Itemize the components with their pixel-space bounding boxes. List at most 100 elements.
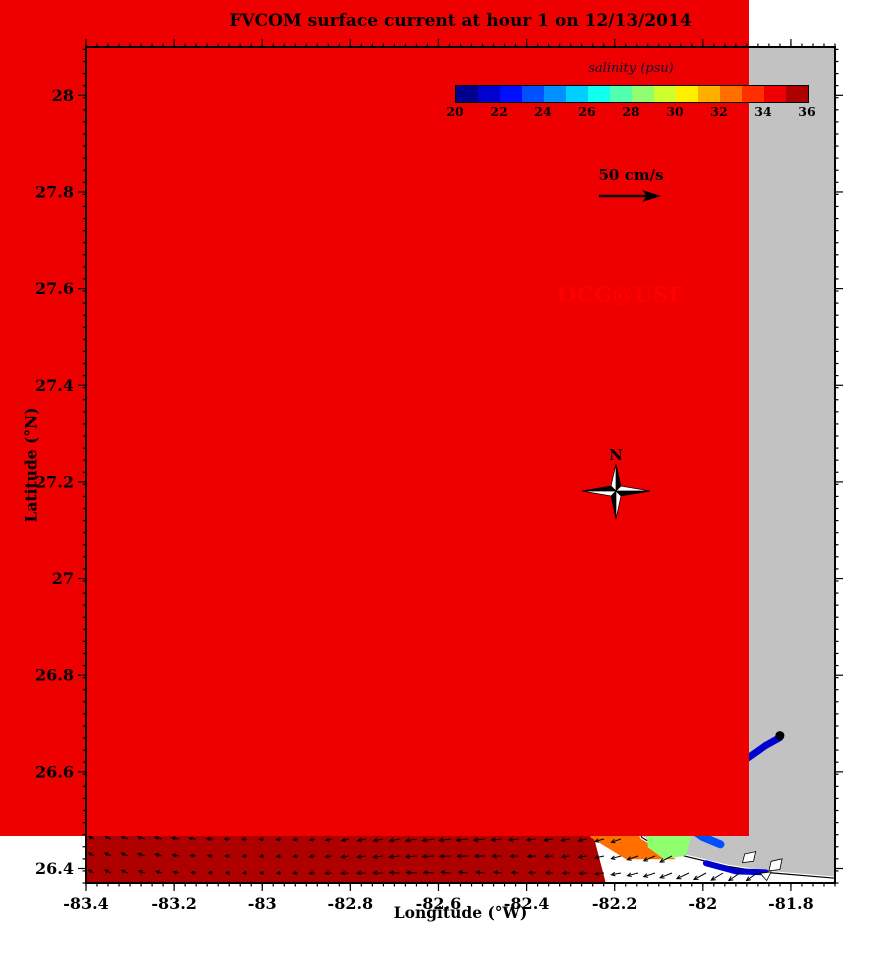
colorbar-tick-label: 32 <box>710 104 728 119</box>
y-axis-label: Latitude (°N) <box>21 407 41 523</box>
colorbar-tick-label: 20 <box>446 104 464 119</box>
current-vector-arrow <box>472 837 486 843</box>
current-vector-arrow <box>421 854 435 859</box>
x-tick-label: -82.4 <box>504 894 550 913</box>
current-vector-arrow <box>188 836 197 841</box>
current-vector-arrow <box>103 852 112 857</box>
current-vector-arrow <box>136 835 146 840</box>
current-vector-arrow <box>527 870 537 875</box>
current-vector-arrow <box>120 835 129 840</box>
colorbar-tick-label: 26 <box>578 104 596 119</box>
colorbar-tick-label: 28 <box>622 104 640 119</box>
current-vector-arrow <box>356 837 367 843</box>
current-vector-arrow <box>659 855 673 863</box>
colorbar-segment <box>456 86 478 102</box>
y-tick-label: 26.6 <box>35 762 74 781</box>
current-vector-arrow <box>610 855 622 860</box>
current-vector-arrow <box>340 854 350 859</box>
current-vector-arrow <box>710 872 724 881</box>
colorbar-tick-label: 30 <box>666 104 684 119</box>
current-vector-arrow <box>240 837 248 842</box>
current-vector-arrow <box>153 835 163 840</box>
current-vector-arrow <box>440 870 452 875</box>
barrier-islet-3 <box>759 871 772 882</box>
current-vector-arrow <box>103 835 112 840</box>
current-vector-arrow <box>324 854 333 859</box>
current-vector-arrow <box>404 837 418 843</box>
current-vector-arrow <box>275 871 282 875</box>
current-vector-arrow <box>405 870 418 875</box>
current-vector-arrow <box>88 835 95 840</box>
current-vector-arrow <box>421 837 435 843</box>
current-vector-arrow <box>544 870 554 876</box>
current-vector-arrow <box>340 870 350 876</box>
current-vector-arrow <box>491 853 503 859</box>
current-vector-arrow <box>745 872 758 882</box>
current-vector-arrow <box>593 838 605 843</box>
current-vector-arrow <box>692 872 707 881</box>
current-vector-arrow <box>172 870 180 875</box>
compass-north-label: N <box>609 446 623 464</box>
colorbar-tick-label: 36 <box>798 104 816 119</box>
current-vector-arrow <box>206 853 214 858</box>
chart-title: FVCOM surface current at hour 1 on 12/13… <box>229 11 692 31</box>
current-vector-arrow <box>475 870 486 875</box>
colorbar-segment <box>566 86 588 102</box>
current-vector-arrow <box>189 853 197 858</box>
current-vector-arrow <box>154 853 163 858</box>
current-vector-arrow <box>292 854 299 859</box>
colorbar-segment <box>676 86 698 102</box>
current-vector-arrow <box>275 837 282 842</box>
current-vector-arrow <box>171 853 180 858</box>
current-vector-arrow <box>610 871 622 877</box>
current-vector-arrow <box>642 855 656 862</box>
y-tick-label: 26.8 <box>35 666 74 685</box>
current-vector-arrow <box>490 837 503 842</box>
axis-ticks <box>78 39 843 891</box>
x-tick-label: -82 <box>688 894 717 913</box>
current-vector-arrow <box>87 869 95 874</box>
colorbar-segment <box>610 86 632 102</box>
current-vector-arrow <box>241 854 248 859</box>
scale-arrow-icon <box>599 190 661 202</box>
y-tick-label: 27.2 <box>35 472 74 491</box>
current-vector-arrow <box>438 837 452 843</box>
current-vector-arrow <box>170 836 180 841</box>
current-vector-arrow <box>388 838 401 843</box>
current-vector-arrow <box>190 870 197 875</box>
current-vector-arrow <box>372 854 384 859</box>
current-vector-arrow <box>543 854 554 859</box>
current-vector-arrow <box>258 837 265 842</box>
colorbar-ticks: 20 22 24 26 28 30 32 34 36 <box>0 104 878 119</box>
current-vector-arrow <box>642 872 656 878</box>
barrier-islet-2 <box>768 858 783 872</box>
current-vector-arrow <box>455 837 469 843</box>
current-vector-arrow <box>404 854 418 859</box>
watermark: OCG@USF <box>558 282 684 307</box>
current-vector-arrow <box>543 837 554 842</box>
colorbar <box>455 85 809 103</box>
colorbar-segment <box>654 86 676 102</box>
current-vector-arrow <box>275 854 282 859</box>
current-vector-arrow <box>508 837 520 842</box>
colorbar-segment <box>742 86 764 102</box>
current-vector-arrow <box>727 872 741 882</box>
current-vector-arrow <box>422 870 435 875</box>
x-tick-label: -83.2 <box>151 894 197 913</box>
current-vector-arrow <box>223 836 231 842</box>
current-vector-arrow <box>340 837 350 842</box>
current-vector-arrow <box>372 838 384 843</box>
current-vector-arrow <box>87 852 95 857</box>
current-vector-arrow <box>560 854 571 859</box>
compass-rose-icon <box>581 463 651 520</box>
current-vector-arrow <box>560 837 571 843</box>
y-tick-label: 27.6 <box>35 279 74 298</box>
current-vector-arrow <box>473 853 486 859</box>
current-vector-arrow <box>593 855 605 860</box>
colorbar-segment <box>500 86 522 102</box>
current-vector-arrow <box>372 870 384 876</box>
current-vector-arrow <box>509 853 520 859</box>
colorbar-tick-label: 24 <box>534 104 552 119</box>
current-vector-arrow <box>154 870 163 875</box>
